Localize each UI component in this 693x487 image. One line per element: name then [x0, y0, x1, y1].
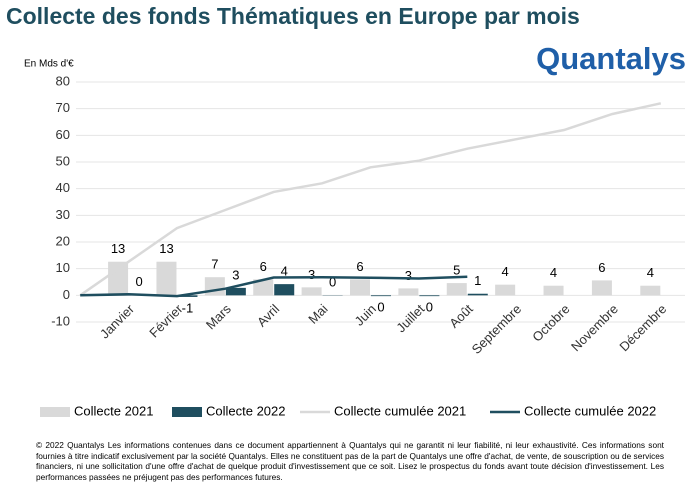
- data-label: 13: [159, 241, 173, 256]
- bar: [446, 283, 467, 296]
- legend-swatch: [40, 407, 70, 417]
- bar: [301, 287, 322, 296]
- bar: [398, 288, 419, 296]
- bar: [225, 287, 246, 296]
- y-tick-label: 10: [56, 260, 70, 275]
- legend-label: Collecte 2021: [74, 403, 154, 418]
- data-label: 7: [211, 257, 218, 272]
- data-label: 4: [281, 264, 288, 279]
- bar: [350, 279, 370, 296]
- y-tick-label: 50: [56, 153, 70, 168]
- data-label: 6: [260, 259, 267, 274]
- data-label: 3: [308, 267, 315, 282]
- x-tick-label: Novembre: [568, 301, 621, 354]
- data-label: 5: [453, 263, 460, 278]
- x-tick-label: Octobre: [529, 301, 572, 344]
- y-axis-label: En Mds d'€: [24, 59, 74, 70]
- y-tick-label: 60: [56, 127, 70, 142]
- line: [80, 275, 468, 298]
- data-label: 1: [474, 273, 481, 288]
- bar: [495, 284, 516, 296]
- legend-label: Collecte 2022: [206, 403, 286, 418]
- bar: [467, 293, 488, 296]
- legend-label: Collecte cumulée 2022: [524, 403, 656, 418]
- x-tick-label: Mai: [305, 301, 330, 326]
- y-tick-label: -10: [51, 313, 70, 328]
- legend-swatch: [172, 407, 202, 417]
- y-tick-label: 20: [56, 233, 70, 248]
- footer: © 2022 Quantalys Les informations conten…: [36, 440, 664, 482]
- bar: [253, 279, 274, 296]
- data-label: 3: [232, 267, 239, 282]
- bar: [108, 261, 129, 296]
- x-tick-label: Avril: [254, 301, 282, 329]
- x-tick-label: Février: [146, 301, 186, 341]
- x-tick-label: Décembre: [616, 301, 669, 354]
- data-label: 0: [135, 274, 142, 289]
- bar: [156, 261, 177, 296]
- y-tick-label: 40: [56, 180, 70, 195]
- x-tick-label: Août: [446, 301, 476, 331]
- y-tick-label: 70: [56, 100, 70, 115]
- x-tick-label: Septembre: [469, 301, 525, 357]
- data-label: 6: [356, 259, 363, 274]
- x-tick-label: Janvier: [97, 301, 138, 342]
- y-tick-label: 30: [56, 207, 70, 222]
- legend-label: Collecte cumulée 2021: [334, 403, 466, 418]
- bar: [177, 295, 198, 297]
- data-label: 0: [426, 300, 433, 315]
- bar: [591, 280, 612, 296]
- bar: [371, 295, 391, 297]
- data-label: 0: [329, 275, 336, 290]
- x-tick-label: Juin: [352, 301, 379, 328]
- x-tick-label: Juillet: [393, 301, 427, 335]
- bar: [640, 285, 661, 296]
- y-tick-label: 0: [63, 287, 70, 302]
- data-label: 6: [598, 260, 605, 275]
- y-tick-label: 80: [56, 73, 70, 88]
- logo: Quantalys: [536, 41, 686, 76]
- data-label: 0: [377, 300, 384, 315]
- data-label: 4: [647, 265, 654, 280]
- bar: [419, 295, 440, 297]
- bar: [274, 284, 295, 296]
- chart-title: Collecte des fonds Thématiques en Europe…: [6, 3, 580, 29]
- line: [79, 102, 662, 297]
- x-tick-label: Mars: [203, 301, 234, 332]
- data-label: 4: [550, 265, 557, 280]
- data-label: 13: [111, 241, 125, 256]
- data-label: 3: [405, 268, 412, 283]
- data-label: -1: [182, 300, 194, 315]
- bar: [543, 285, 564, 296]
- data-label: 4: [502, 264, 509, 279]
